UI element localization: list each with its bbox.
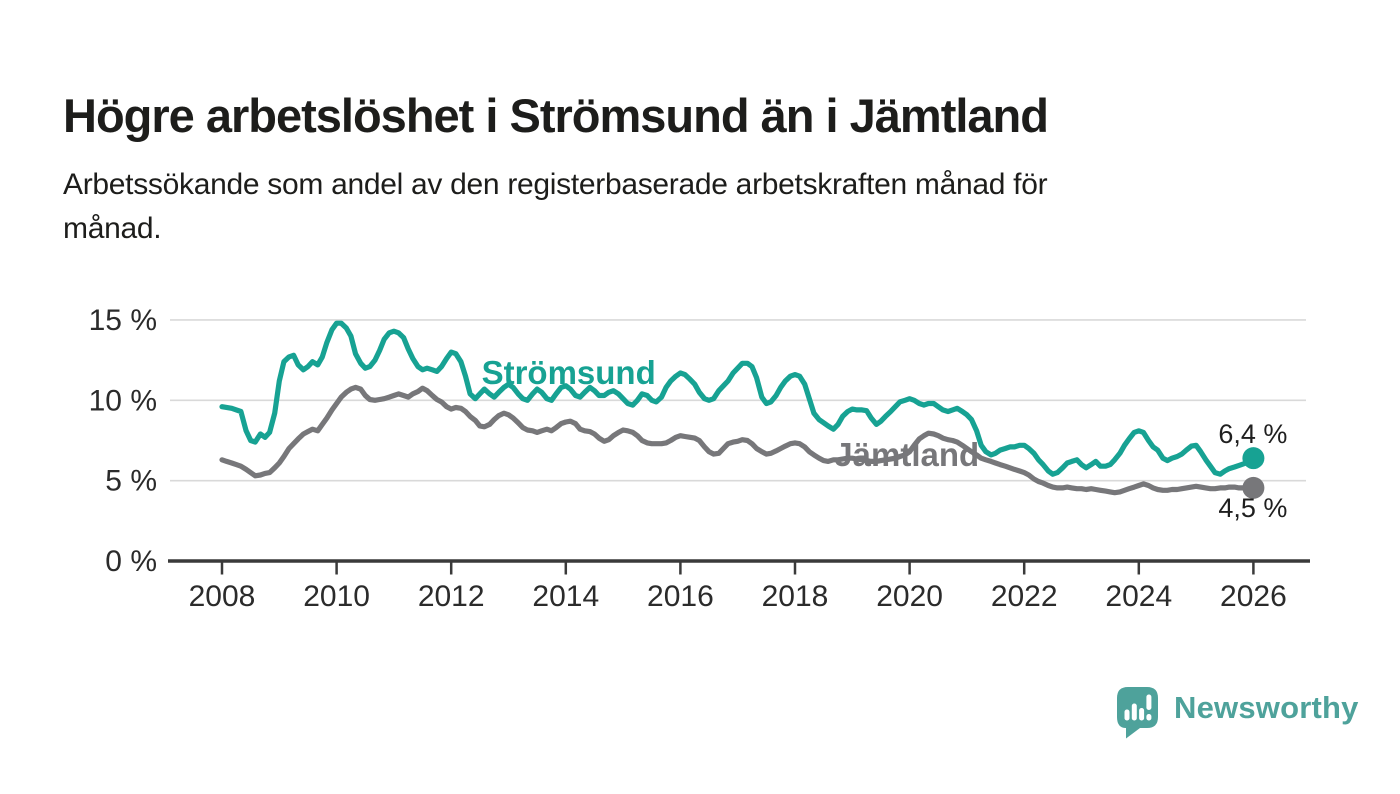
page-title: Högre arbetslöshet i Strömsund än i Jämt… bbox=[63, 89, 1049, 143]
x-axis-tick-label: 2022 bbox=[991, 580, 1058, 613]
x-axis-tick-label: 2024 bbox=[1105, 580, 1172, 613]
speech-bubble-bar-chart-icon bbox=[1117, 687, 1158, 739]
stromsund-line bbox=[219, 320, 1257, 477]
x-axis-tick-label: 2014 bbox=[532, 580, 599, 613]
jamtland-end-value-label: 4,5 % bbox=[1218, 493, 1287, 523]
stromsund-series-label: Strömsund bbox=[482, 354, 656, 391]
newsworthy-brand-text: Newsworthy bbox=[1174, 690, 1359, 725]
x-axis-tick-label: 2012 bbox=[418, 580, 485, 613]
stromsund-end-dot bbox=[1242, 447, 1265, 470]
x-axis-tick-label: 2008 bbox=[189, 580, 256, 613]
jamtland-line bbox=[219, 384, 1257, 496]
jamtland-series-label: Jämtland bbox=[834, 436, 979, 473]
newsworthy-logo: Newsworthy bbox=[1117, 687, 1359, 739]
y-axis-tick-label: 10 % bbox=[89, 384, 157, 417]
stromsund-end-value-label: 6,4 % bbox=[1218, 419, 1287, 449]
y-axis-tick-label: 15 % bbox=[89, 304, 157, 337]
x-axis-tick-label: 2016 bbox=[647, 580, 714, 613]
chart-subtitle: Arbetssökande som andel av den registerb… bbox=[63, 168, 1048, 245]
y-axis-tick-label: 5 % bbox=[105, 465, 157, 498]
x-axis-tick-label: 2026 bbox=[1220, 580, 1287, 613]
x-axis-tick-label: 2018 bbox=[762, 580, 829, 613]
jamtland-end-dot bbox=[1242, 476, 1265, 499]
x-axis-tick-label: 2020 bbox=[876, 580, 943, 613]
y-axis-tick-label: 0 % bbox=[105, 545, 157, 578]
x-axis-tick-label: 2010 bbox=[303, 580, 370, 613]
